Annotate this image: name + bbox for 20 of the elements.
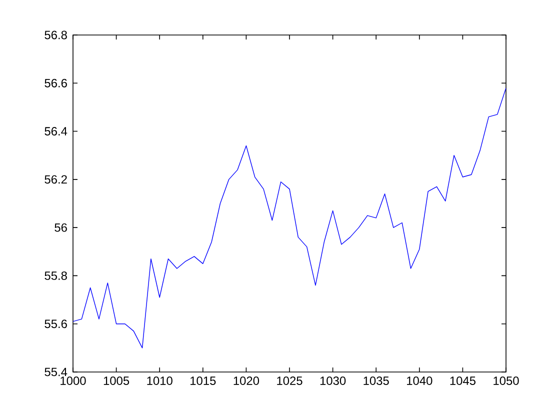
y-tick-label: 55.8 [44,271,67,280]
y-tick-label: 56.8 [44,30,67,40]
x-tick-label: 1030 [320,376,346,385]
x-tick-label: 1005 [104,376,130,385]
x-tick-label: 1040 [407,376,432,385]
x-tick-label: 1010 [147,376,172,385]
y-tick-label: 55.4 [44,368,68,376]
x-tick-label: 1015 [190,376,216,385]
x-tick-label: 1025 [277,376,302,385]
x-tick-label: 1050 [494,376,519,385]
line-series [73,88,506,348]
y-tick-label: 55.6 [44,320,67,328]
y-tick-label: 56.4 [44,127,68,136]
x-tick-label: 1045 [450,376,476,385]
y-tick-label: 56.2 [44,175,67,184]
x-tick-label: 1035 [364,376,389,385]
y-tick-label: 56 [54,223,67,232]
y-tick-label: 56.6 [44,78,67,88]
x-tick-label: 1000 [60,376,86,385]
x-tick-label: 1020 [234,376,260,385]
